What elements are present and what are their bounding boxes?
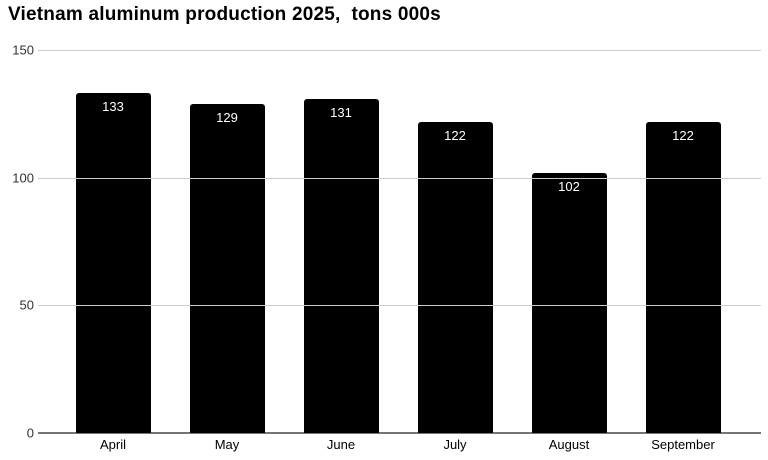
bar-value-label: 102 (558, 178, 580, 194)
bar-april: 133 (75, 93, 151, 433)
x-tick-label: August (548, 437, 590, 452)
bar-slot: 122 (398, 50, 512, 433)
x-tick-label: April (99, 437, 126, 452)
bar-july: 122 (417, 121, 493, 433)
y-tick-label: 150 (12, 42, 34, 58)
bar-value-label: 133 (102, 99, 124, 115)
bars-row: 133 129 131 122 102 122 (56, 50, 740, 433)
bar-slot: 102 (512, 50, 626, 433)
chart-title: Vietnam aluminum production 2025, tons 0… (8, 4, 441, 25)
plot-area: 133 129 131 122 102 122 (38, 50, 761, 434)
x-axis-line (38, 432, 761, 434)
bar-slot: 133 (56, 50, 170, 433)
bar-august: 102 (531, 172, 607, 433)
x-tick-label: June (326, 437, 356, 452)
bar-value-label: 122 (672, 127, 694, 143)
x-tick-label: September (651, 437, 715, 452)
gridline (38, 177, 761, 179)
y-tick-label: 0 (26, 425, 34, 441)
gridline (38, 305, 761, 307)
y-tick-label: 100 (12, 170, 34, 186)
y-tick-label: 50 (19, 297, 34, 313)
x-axis-row: April May June July August September (56, 437, 740, 452)
bar-value-label: 131 (330, 104, 352, 120)
bar-june: 131 (303, 98, 379, 433)
bar-slot: 122 (626, 50, 740, 433)
bar-september: 122 (645, 121, 721, 433)
bar-slot: 131 (284, 50, 398, 433)
gridline (38, 50, 761, 51)
bar-may: 129 (189, 103, 265, 433)
x-tick-label: May (214, 437, 240, 452)
bar-value-label: 129 (216, 109, 238, 125)
bar-slot: 129 (170, 50, 284, 433)
x-tick-label: July (443, 437, 467, 452)
bar-value-label: 122 (444, 127, 466, 143)
